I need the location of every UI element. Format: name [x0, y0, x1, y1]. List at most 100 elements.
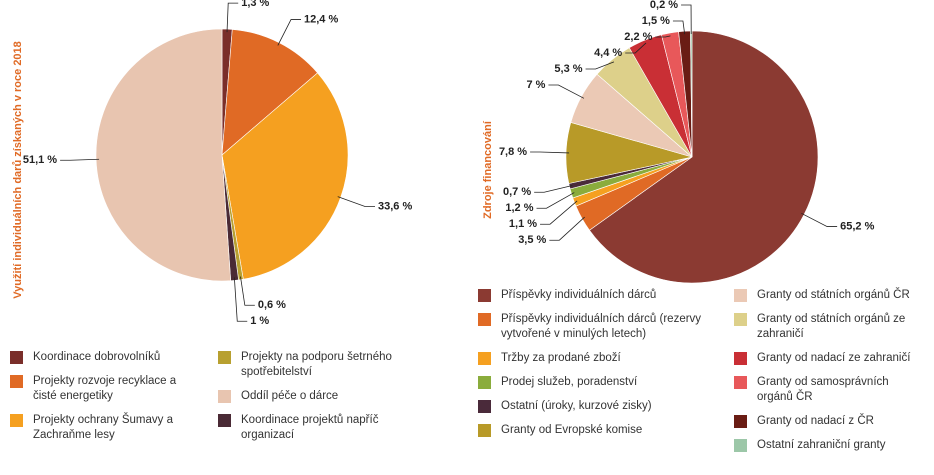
legend-label: Granty od samosprávních orgánů ČR [757, 376, 889, 403]
legend-label: Granty od nadací z ČR [757, 415, 874, 427]
legend-label: Oddíl péče o dárce [241, 390, 339, 402]
legend-item: Projekty ochrany Šumavy a Zachraňme lesy [10, 413, 200, 443]
data-label: 1,1 % [509, 218, 537, 230]
legend-column: Příspěvky individuálních dárců Příspěvky … [478, 288, 716, 453]
leader-line [277, 19, 302, 46]
legend-label: Granty od Evropské komise [501, 424, 643, 436]
legend-label: Ostatní zahraniční granty [757, 439, 886, 451]
leader-line [240, 276, 255, 306]
leader-line [625, 42, 647, 54]
legend-item: Koordinace dobrovolníků [10, 350, 200, 365]
legend-swatch [10, 375, 23, 388]
leader-line [655, 35, 671, 38]
legend-item: Ostatní (úroky, kurzové zisky) [478, 399, 716, 414]
data-label: 7 % [526, 79, 545, 91]
legend-item: Prodej služeb, poradenství [478, 375, 716, 390]
legend-label: Projekty na podporu šetrného spotřebitel… [241, 351, 392, 378]
data-label: 7,8 % [499, 146, 527, 158]
legend-swatch [478, 400, 491, 413]
legend-swatch [478, 289, 491, 302]
leader-line [536, 192, 575, 209]
legend-swatch [10, 351, 23, 364]
legend-label: Granty od státních orgánů ČR [757, 289, 910, 301]
chart-title: Zdroje financování [482, 120, 494, 219]
legend-column: Granty od státních orgánů ČR Granty od st… [734, 288, 914, 453]
leader-line [672, 20, 686, 35]
data-label: 2,2 % [624, 31, 652, 43]
legend-item: Ostatní zahraniční granty [734, 438, 914, 453]
legend-column: Koordinace dobrovolníků Projekty rozvoje … [10, 350, 200, 443]
leader-line [226, 2, 239, 33]
leader-line [534, 185, 573, 193]
data-label: 33,6 % [378, 200, 412, 212]
legend-label: Tržby za prodané zboží [501, 352, 621, 364]
legend-item: Granty od nadací z ČR [734, 414, 914, 429]
chart-title: Využití individuálních darů získaných v … [12, 41, 24, 299]
legend-swatch [218, 414, 231, 427]
legend-label: Granty od státních orgánů ze zahraničí [757, 313, 906, 340]
data-label: 5,3 % [554, 63, 582, 75]
legend-label: Projekty ochrany Šumavy a Zachraňme lesy [33, 414, 173, 441]
legend-item: Oddíl péče o dárce [218, 389, 423, 404]
legend-item: Granty od státních orgánů ze zahraničí [734, 312, 914, 342]
legend-swatch [10, 414, 23, 427]
data-label: 0,7 % [503, 186, 531, 198]
legend-label: Koordinace dobrovolníků [33, 351, 161, 363]
data-label: 1,3 % [241, 0, 269, 9]
leader-line [549, 216, 585, 241]
legend-item: Tržby za prodané zboží [478, 351, 716, 366]
legend-label: Ostatní (úroky, kurzové zisky) [501, 400, 652, 412]
leader-line [233, 277, 248, 322]
legend: Příspěvky individuálních dárců Příspěvky … [478, 288, 914, 453]
legend-item: Koordinace projektů napříč organizací [218, 413, 423, 443]
legend-item: Projekty na podporu šetrného spotřebitel… [218, 350, 423, 380]
leader-line [801, 212, 838, 227]
legend-swatch [734, 289, 747, 302]
leader-line [681, 4, 692, 35]
data-label: 0,6 % [258, 299, 286, 311]
data-label: 51,1 % [23, 154, 57, 166]
legend-label: Prodej služeb, poradenství [501, 376, 638, 388]
legend-swatch [218, 390, 231, 403]
data-label: 4,4 % [594, 47, 622, 59]
legend-item: Granty od samosprávních orgánů ČR [734, 375, 914, 405]
legend: Koordinace dobrovolníků Projekty rozvoje … [10, 350, 423, 443]
data-label: 3,5 % [518, 234, 546, 246]
pie-slice [95, 28, 232, 282]
legend-swatch [478, 352, 491, 365]
legend-item: Granty od státních orgánů ČR [734, 288, 914, 303]
legend-item: Granty od Evropské komise [478, 423, 716, 438]
leader-line [585, 61, 615, 70]
leader-line [540, 200, 578, 225]
data-label: 0,2 % [650, 0, 678, 11]
leader-line [60, 158, 100, 161]
legend-label: Projekty rozvoje recyklace a čisté energ… [33, 375, 177, 402]
leader-line [548, 84, 585, 99]
legend-swatch [218, 351, 231, 364]
data-label: 65,2 % [840, 220, 874, 232]
legend-label: Koordinace projektů napříč organizací [241, 414, 379, 441]
legend-item: Granty od nadací ze zahraničí [734, 351, 914, 366]
data-label: 1 % [250, 315, 269, 327]
legend-swatch [734, 352, 747, 365]
legend-item: Příspěvky individuálních dárců [478, 288, 716, 303]
legend-swatch [734, 415, 747, 428]
legend-swatch [478, 376, 491, 389]
data-label: 1,2 % [505, 202, 533, 214]
leader-line [337, 196, 376, 207]
legend-swatch [734, 439, 747, 452]
legend-swatch [734, 313, 747, 326]
legend-swatch [734, 376, 747, 389]
data-label: 1,5 % [642, 15, 670, 27]
legend-label: Příspěvky individuálních dárců [501, 289, 657, 301]
legend-item: Příspěvky individuálních dárců (rezervy … [478, 312, 716, 342]
legend-column: Projekty na podporu šetrného spotřebitel… [218, 350, 423, 443]
leader-line [530, 151, 570, 154]
legend-label: Příspěvky individuálních dárců (rezervy … [501, 313, 702, 340]
data-label: 12,4 % [304, 13, 338, 25]
legend-label: Granty od nadací ze zahraničí [757, 352, 911, 364]
legend-item: Projekty rozvoje recyklace a čisté energ… [10, 374, 200, 404]
legend-swatch [478, 313, 491, 326]
